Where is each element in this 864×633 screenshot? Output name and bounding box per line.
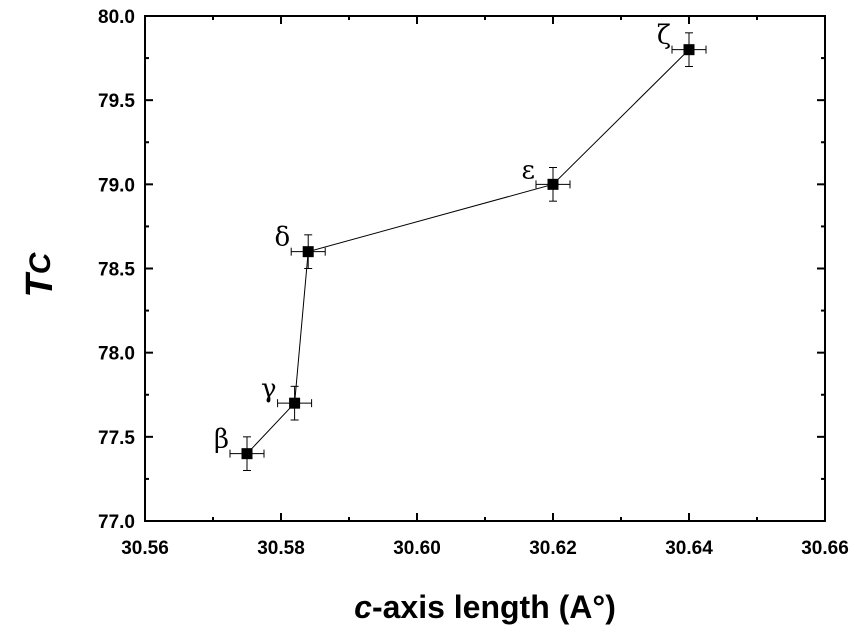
y-tick-label: 77.5 [98, 428, 135, 449]
error-bars-group [229, 32, 707, 471]
x-tick-label: 30.66 [801, 538, 849, 559]
x-tick-label: 30.60 [393, 538, 441, 559]
data-point-marker [289, 397, 301, 409]
y-tick-label: 78.0 [98, 344, 135, 365]
data-point-marker [547, 178, 559, 190]
x-tick-label: 30.64 [665, 538, 713, 559]
data-point-label: γ [261, 374, 277, 404]
y-tick-label: 80.0 [98, 7, 135, 28]
data-point-label: δ [275, 223, 291, 253]
y-tick-label: 79.0 [98, 175, 135, 196]
x-tick-labels: 30.56 30.58 30.60 30.62 30.64 30.66 [121, 538, 849, 559]
y-tick-labels: 77.0 77.5 78.0 78.5 79.0 79.5 80.0 [98, 7, 135, 533]
data-point-marker [302, 246, 314, 258]
markers-group [241, 44, 695, 460]
y-tick-label: 79.5 [98, 91, 135, 112]
x-tick-label: 30.58 [257, 538, 305, 559]
data-point-label: ζ [657, 21, 671, 51]
axis-ticks [144, 15, 826, 522]
x-tick-label: 30.56 [121, 538, 169, 559]
y-tick-label: 78.5 [98, 260, 135, 281]
x-tick-label: 30.62 [529, 538, 577, 559]
data-point-label: β [214, 425, 229, 455]
point-labels-group: β γ δ ε ζ [214, 21, 671, 455]
y-axis-title: TC [19, 251, 61, 297]
y-tick-label: 77.0 [98, 512, 135, 533]
data-point-label: ε [522, 155, 535, 185]
data-point-marker [683, 44, 695, 56]
x-axis-title: c-axis length (A°) [354, 589, 616, 625]
data-point-marker [241, 448, 253, 460]
